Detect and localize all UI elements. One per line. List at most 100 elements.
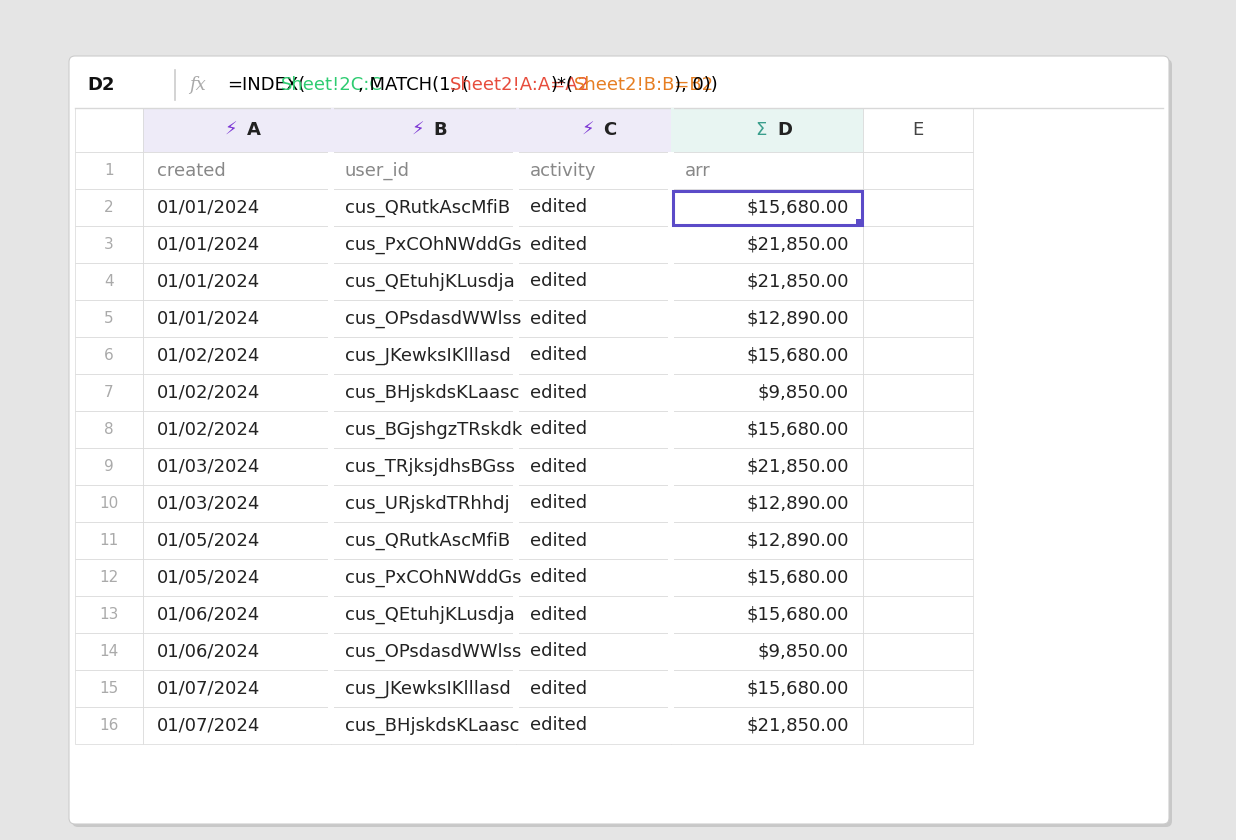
Bar: [863, 300, 973, 337]
Bar: [75, 337, 143, 374]
Bar: [515, 411, 671, 448]
Text: 01/06/2024: 01/06/2024: [157, 643, 261, 660]
Bar: [75, 596, 143, 633]
Text: Σ: Σ: [755, 121, 766, 139]
Bar: [143, 226, 331, 263]
Text: D2: D2: [87, 76, 115, 94]
Bar: [863, 189, 973, 226]
Text: E: E: [912, 121, 923, 139]
Bar: [667, 559, 671, 596]
Text: $21,850.00: $21,850.00: [747, 235, 849, 254]
Text: edited: edited: [530, 235, 587, 254]
Bar: [513, 522, 515, 559]
Bar: [328, 559, 331, 596]
Text: $12,890.00: $12,890.00: [747, 309, 849, 328]
Bar: [863, 411, 973, 448]
Bar: [863, 596, 973, 633]
Text: ⚡: ⚡: [412, 121, 424, 139]
Bar: [667, 485, 671, 522]
Bar: [331, 485, 515, 522]
Bar: [331, 337, 515, 374]
Text: cus_OPsdasdWWlss: cus_OPsdasdWWlss: [345, 309, 522, 328]
Text: 3: 3: [104, 237, 114, 252]
Bar: [513, 596, 515, 633]
Text: cus_OPsdasdWWlss: cus_OPsdasdWWlss: [345, 643, 522, 660]
Text: cus_QEtuhjKLusdja: cus_QEtuhjKLusdja: [345, 272, 514, 291]
Bar: [143, 448, 331, 485]
Text: edited: edited: [530, 495, 587, 512]
Bar: [331, 337, 334, 374]
Bar: [143, 300, 331, 337]
Bar: [75, 670, 143, 707]
Bar: [863, 374, 973, 411]
Bar: [863, 559, 973, 596]
Text: 7: 7: [104, 385, 114, 400]
Bar: [75, 448, 143, 485]
Bar: [863, 337, 973, 374]
Text: cus_BGjshgzTRskdk: cus_BGjshgzTRskdk: [345, 420, 523, 438]
Bar: [328, 263, 331, 300]
Bar: [143, 522, 331, 559]
Text: 12: 12: [99, 570, 119, 585]
Bar: [863, 522, 973, 559]
Bar: [515, 337, 671, 374]
Text: 11: 11: [99, 533, 119, 548]
Bar: [671, 522, 863, 559]
Bar: [331, 263, 334, 300]
Text: edited: edited: [530, 198, 587, 217]
Bar: [863, 411, 973, 448]
Bar: [671, 559, 674, 596]
Bar: [671, 263, 863, 300]
Bar: [671, 670, 674, 707]
Bar: [667, 337, 671, 374]
Bar: [667, 226, 671, 263]
Bar: [75, 374, 143, 411]
Bar: [671, 226, 674, 263]
Bar: [515, 707, 671, 744]
Bar: [143, 411, 331, 448]
Bar: [75, 633, 143, 670]
Bar: [671, 448, 863, 485]
Text: $12,890.00: $12,890.00: [747, 532, 849, 549]
Bar: [75, 411, 143, 448]
Bar: [143, 226, 331, 263]
Bar: [863, 152, 973, 189]
Bar: [671, 485, 863, 522]
Bar: [331, 448, 515, 485]
Bar: [671, 300, 863, 337]
Bar: [328, 411, 331, 448]
Text: 4: 4: [104, 274, 114, 289]
FancyBboxPatch shape: [72, 59, 1172, 827]
Bar: [331, 522, 515, 559]
Text: 9: 9: [104, 459, 114, 474]
Text: edited: edited: [530, 421, 587, 438]
Bar: [515, 411, 671, 448]
Bar: [515, 596, 671, 633]
Text: Sheet!2C:C: Sheet!2C:C: [281, 76, 383, 94]
Bar: [513, 152, 515, 189]
Bar: [331, 670, 515, 707]
Bar: [75, 189, 143, 226]
Text: 01/05/2024: 01/05/2024: [157, 532, 261, 549]
Bar: [75, 374, 143, 411]
Bar: [331, 559, 515, 596]
Bar: [143, 374, 331, 411]
Bar: [328, 189, 331, 226]
Text: 01/07/2024: 01/07/2024: [157, 680, 261, 697]
Bar: [513, 448, 515, 485]
Text: =INDEX(: =INDEX(: [227, 76, 305, 94]
Bar: [331, 559, 334, 596]
Bar: [331, 226, 334, 263]
Bar: [143, 337, 331, 374]
Bar: [331, 633, 334, 670]
Bar: [863, 108, 973, 152]
Text: edited: edited: [530, 532, 587, 549]
Bar: [328, 633, 331, 670]
Bar: [863, 559, 973, 596]
Bar: [671, 108, 674, 152]
Bar: [667, 633, 671, 670]
Text: cus_QEtuhjKLusdja: cus_QEtuhjKLusdja: [345, 606, 514, 623]
Bar: [143, 374, 331, 411]
Bar: [671, 522, 674, 559]
Bar: [513, 263, 515, 300]
